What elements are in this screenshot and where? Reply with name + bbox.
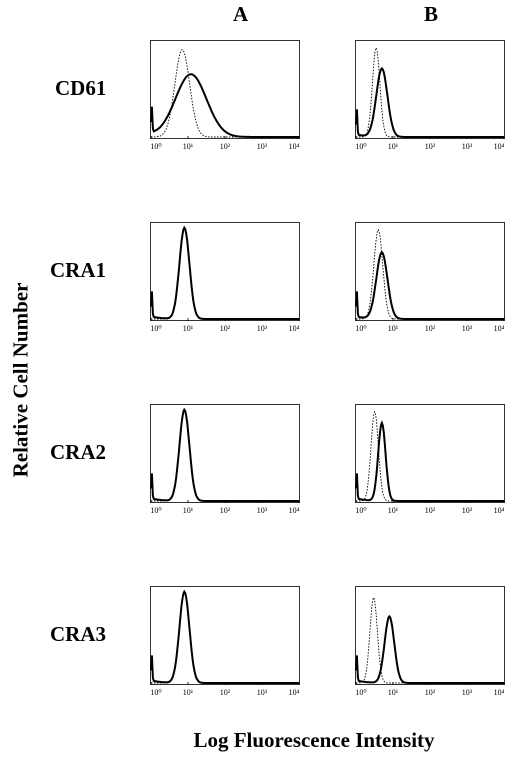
histogram-panel-cra3-a: 10⁰ 10¹ 10² 10³ 10⁴ xyxy=(150,586,300,697)
column-header-b: B xyxy=(424,2,439,26)
stained-histogram-line xyxy=(355,614,504,684)
x-tick-label: 10⁴ xyxy=(289,688,300,697)
x-tick-label: 10¹ xyxy=(388,688,399,697)
plot-frame xyxy=(150,586,300,685)
x-tick-label: 10⁰ xyxy=(150,324,161,333)
x-tick-label: 10³ xyxy=(462,506,473,515)
stained-histogram-line xyxy=(150,407,299,502)
stained-histogram-line xyxy=(150,73,299,138)
x-tick-label: 10⁰ xyxy=(150,142,161,151)
stained-histogram-line xyxy=(355,420,504,502)
x-tick-label: 10⁴ xyxy=(289,324,300,333)
x-tick-label: 10⁴ xyxy=(494,324,505,333)
x-tick-label: 10⁰ xyxy=(355,142,366,151)
histogram-panel-cd61-b: 10⁰ 10¹ 10² 10³ 10⁴ xyxy=(355,40,505,151)
x-tick-label: 10² xyxy=(425,324,436,333)
stained-histogram-line xyxy=(355,66,504,138)
plot-frame xyxy=(150,404,300,503)
x-tick-label: 10⁰ xyxy=(150,506,161,515)
x-tick-label: 10⁰ xyxy=(150,688,161,697)
x-tick-label: 10³ xyxy=(257,506,268,515)
stained-histogram-line xyxy=(150,589,299,684)
stained-histogram-line xyxy=(150,225,299,320)
row-label-cra1: CRA1 xyxy=(50,258,106,282)
x-tick-label: 10² xyxy=(220,506,231,515)
x-tick-label: 10¹ xyxy=(388,142,399,151)
x-tick-label: 10³ xyxy=(462,324,473,333)
plot-frame xyxy=(150,40,300,139)
plot-frame xyxy=(150,222,300,321)
column-header-a: A xyxy=(233,2,249,26)
x-tick-label: 10⁰ xyxy=(355,324,366,333)
plot-frame xyxy=(355,586,505,685)
control-histogram-line xyxy=(356,596,504,684)
x-tick-label: 10⁰ xyxy=(355,506,366,515)
x-tick-label: 10³ xyxy=(462,688,473,697)
histogram-panel-cra2-b: 10⁰ 10¹ 10² 10³ 10⁴ xyxy=(355,404,505,515)
row-label-cra2: CRA2 xyxy=(50,440,106,464)
x-tick-label: 10² xyxy=(220,142,231,151)
histogram-panel-cra2-a: 10⁰ 10¹ 10² 10³ 10⁴ xyxy=(150,404,300,515)
x-tick-label: 10¹ xyxy=(183,324,194,333)
x-tick-label: 10² xyxy=(425,688,436,697)
histogram-panel-cra3-b: 10⁰ 10¹ 10² 10³ 10⁴ xyxy=(355,586,505,697)
x-tick-label: 10³ xyxy=(257,324,268,333)
x-tick-label: 10⁴ xyxy=(494,688,505,697)
x-tick-label: 10⁴ xyxy=(289,506,300,515)
control-histogram-line xyxy=(151,590,299,684)
control-histogram-line xyxy=(151,408,299,502)
x-tick-label: 10⁴ xyxy=(494,506,505,515)
x-tick-label: 10⁴ xyxy=(494,142,505,151)
x-tick-label: 10³ xyxy=(257,688,268,697)
x-tick-label: 10¹ xyxy=(183,142,194,151)
x-tick-label: 10¹ xyxy=(388,324,399,333)
control-histogram-line xyxy=(356,46,504,138)
x-tick-label: 10¹ xyxy=(183,506,194,515)
x-tick-label: 10³ xyxy=(257,142,268,151)
histogram-panel-cra1-b: 10⁰ 10¹ 10² 10³ 10⁴ xyxy=(355,222,505,333)
x-axis-label: Log Fluorescence Intensity xyxy=(193,728,435,752)
x-tick-label: 10² xyxy=(425,142,436,151)
control-histogram-line xyxy=(151,226,299,320)
x-tick-label: 10² xyxy=(425,506,436,515)
row-label-cd61: CD61 xyxy=(55,76,107,100)
x-tick-label: 10² xyxy=(220,688,231,697)
histogram-panel-cd61-a: 10⁰ 10¹ 10² 10³ 10⁴ xyxy=(150,40,300,151)
control-histogram-line xyxy=(356,228,504,320)
y-axis-label: Relative Cell Number xyxy=(8,282,33,478)
x-tick-label: 10² xyxy=(220,324,231,333)
x-tick-label: 10⁴ xyxy=(289,142,300,151)
x-tick-label: 10³ xyxy=(462,142,473,151)
x-tick-label: 10¹ xyxy=(183,688,194,697)
x-tick-label: 10⁰ xyxy=(355,688,366,697)
x-tick-label: 10¹ xyxy=(388,506,399,515)
row-label-cra3: CRA3 xyxy=(50,622,106,646)
control-histogram-line xyxy=(151,49,299,138)
histogram-panel-cra1-a: 10⁰ 10¹ 10² 10³ 10⁴ xyxy=(150,222,300,333)
stained-histogram-line xyxy=(355,250,504,320)
